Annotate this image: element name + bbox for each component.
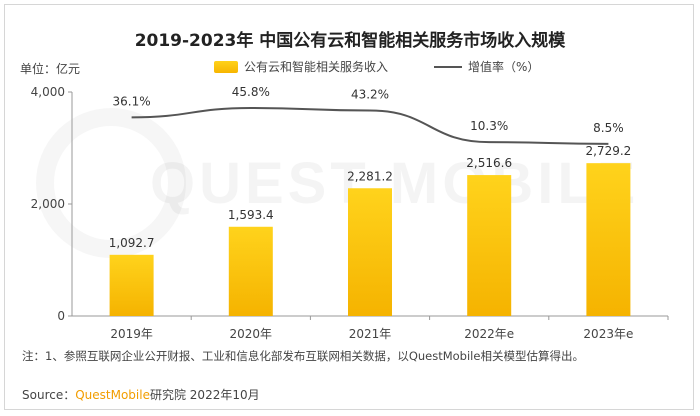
growth-rate-label: 45.8% [232, 85, 270, 99]
y-tick-label: 2,000 [31, 197, 65, 211]
x-tick-label: 2021年 [349, 327, 392, 341]
legend: 公有云和智能相关服务收入 增值率（%） [214, 58, 539, 75]
bar-value-label: 2,516.6 [466, 156, 512, 170]
x-tick-label: 2022年e [464, 327, 514, 341]
bar [228, 226, 273, 316]
growth-rate-label: 36.1% [113, 94, 151, 108]
source-prefix: Source： [22, 388, 76, 402]
source-suffix: 研究院 2022年10月 [149, 388, 260, 402]
x-tick-label: 2019年 [110, 327, 153, 341]
y-tick-label: 4,000 [31, 85, 65, 99]
y-tick-label: 0 [57, 309, 65, 323]
bar [467, 175, 512, 316]
legend-bar-swatch [214, 60, 238, 73]
growth-rate-label: 10.3% [470, 119, 508, 133]
x-tick-label: 2023年e [583, 327, 633, 341]
footnote: 注：1、参照互联网企业公开财报、工业和信息化部发布互联网相关数据，以QuestM… [22, 349, 584, 363]
bar-value-label: 1,092.7 [109, 236, 155, 250]
growth-rate-line [131, 107, 609, 145]
watermark-text: QUEST MOBILE [150, 150, 639, 217]
bar [586, 163, 631, 316]
chart-title: 2019-2023年 中国公有云和智能相关服务市场收入规模 [134, 31, 566, 51]
source-brand: QuestMobile [75, 388, 150, 402]
bar [348, 188, 392, 316]
bar-value-label: 2,729.2 [585, 144, 631, 158]
legend-line-swatch [434, 65, 463, 68]
bar-value-label: 1,593.4 [228, 208, 274, 222]
bar-value-label: 2,281.2 [347, 169, 393, 183]
legend-line-label: 增值率（%） [468, 60, 540, 74]
x-tick-label: 2020年 [230, 327, 273, 341]
source-line: Source：QuestMobile研究院 2022年10月 [22, 386, 260, 403]
bar [109, 254, 154, 316]
unit-label: 单位：亿元 [20, 62, 81, 76]
growth-rate-label: 43.2% [351, 88, 389, 102]
growth-rate-label: 8.5% [593, 121, 624, 135]
legend-bar-label: 公有云和智能相关服务收入 [244, 60, 389, 74]
